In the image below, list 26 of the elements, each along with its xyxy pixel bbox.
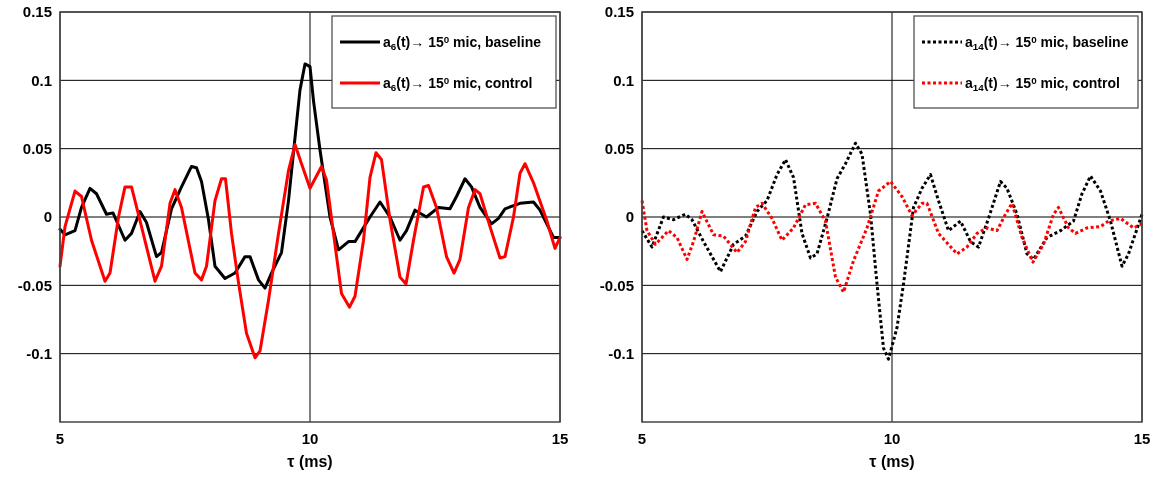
x-tick-label: 5 [55,430,65,447]
x-tick-label: 15 [551,430,569,447]
legend-label: a$_{6}$(t)→ 15$^{0}$ mic, control [383,75,533,93]
y-tick-label: -0.1 [608,344,634,362]
x-tick-label: 5 [637,430,647,447]
y-tick-label: 0.05 [604,139,634,157]
y-tick-label: 0.1 [31,71,52,89]
legend-label: a$_{6}$(t)→ 15$^{0}$ mic, baseline [383,34,542,52]
x-tick-label: 15 [1133,430,1151,447]
y-tick-label: 0 [43,208,52,226]
y-tick-label: 0.15 [604,3,634,21]
x-axis-title: τ (ms) [287,453,333,470]
x-tick-label: 10 [883,430,901,447]
legend-label: a$_{14}$(t)→ 15$^{0}$ mic, control [965,75,1120,93]
y-tick-label: 0.05 [22,139,52,157]
x-tick-label: 10 [301,430,319,447]
y-tick-label: 0.15 [22,3,52,21]
y-tick-label: 0.1 [613,71,634,89]
legend-label: a$_{14}$(t)→ 15$^{0}$ mic, baseline [965,34,1129,52]
x-axis-title: τ (ms) [869,453,915,470]
line-series [58,143,562,360]
y-tick-label: -0.05 [599,276,634,294]
y-tick-label: -0.1 [26,344,52,362]
y-tick-label: -0.05 [17,276,52,294]
y-tick-label: 0 [625,208,634,226]
line-series [640,179,1144,294]
